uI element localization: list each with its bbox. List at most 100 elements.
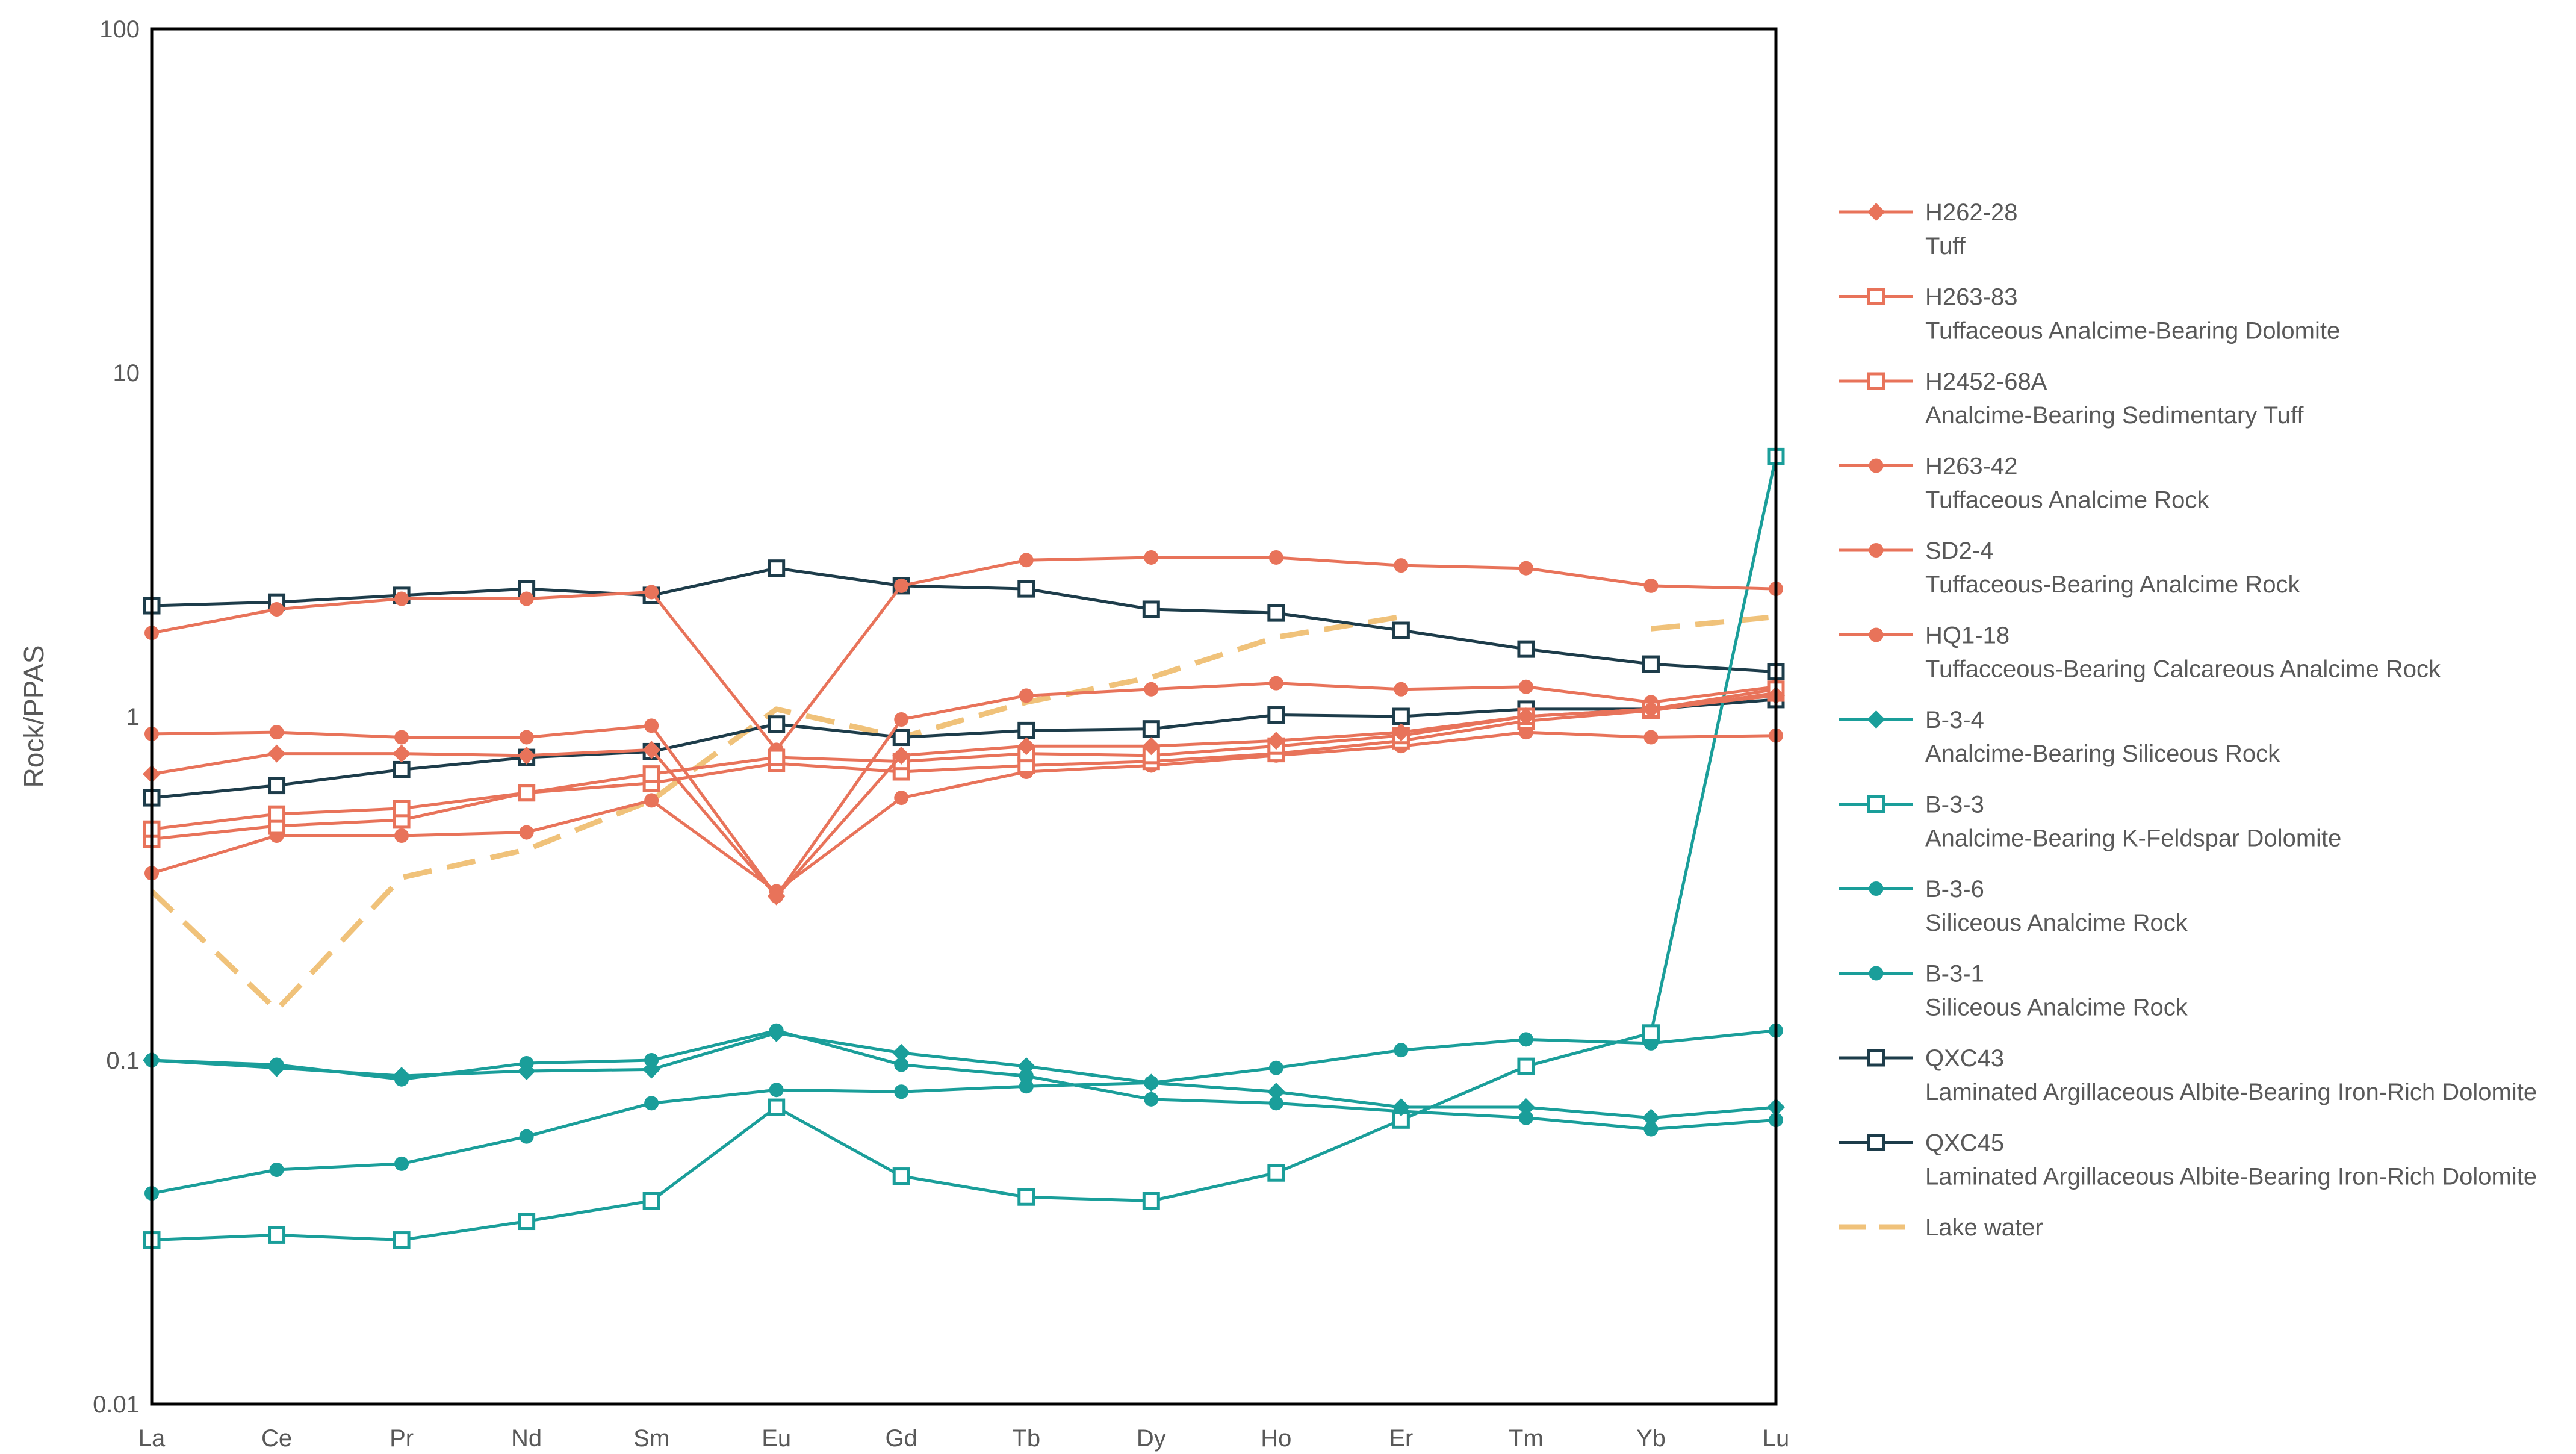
legend-marker [1867, 203, 1885, 221]
data-point [894, 1084, 909, 1099]
data-point [1643, 730, 1659, 745]
legend-series-name: SD2-4 [1925, 538, 1993, 564]
data-point [1019, 688, 1034, 703]
legend-series-description: Tuffaceous Analcime-Bearing Dolomite [1925, 318, 2340, 344]
data-point [394, 828, 409, 844]
data-point [1392, 621, 1410, 639]
legend-series-description: Siliceous Analcime Rock [1925, 910, 2188, 936]
x-tick-label: Tb [1012, 1425, 1040, 1452]
legend-item: SD2-4 Tuffaceous-Bearing Analcime Rock [1839, 538, 2301, 598]
data-point [644, 718, 659, 733]
data-point [767, 1024, 786, 1042]
x-tick-label: Ho [1261, 1425, 1291, 1452]
x-tick-label: Yb [1636, 1425, 1666, 1452]
legend-item: H263-42 Tuffaceous Analcime Rock [1839, 453, 2209, 514]
x-tick-label: Er [1389, 1425, 1413, 1452]
legend-marker [1867, 288, 1885, 305]
data-point [894, 791, 909, 806]
data-point [1142, 1073, 1161, 1092]
data-point [394, 730, 409, 745]
series-line [1651, 614, 1777, 632]
data-point [269, 725, 284, 740]
data-point [644, 1096, 659, 1111]
x-tick-label: Gd [886, 1425, 917, 1452]
data-point [1142, 720, 1160, 738]
data-point [393, 800, 411, 818]
legend-item: B-3-3 Analcime-Bearing K-Feldspar Dolomit… [1839, 792, 2341, 852]
series-Lake water [149, 614, 1777, 1013]
y-tick-label: 0.1 [106, 1048, 140, 1074]
legend-series-description: Tuffaceous Analcime Rock [1925, 487, 2209, 514]
legend-series-description: Laminated Argillaceous Albite-Bearing Ir… [1925, 1079, 2537, 1105]
data-point [519, 591, 534, 606]
legend-series-name: H262-28 [1925, 199, 2017, 226]
data-point [1267, 732, 1285, 750]
legend-marker [1869, 627, 1884, 642]
data-point [519, 1129, 534, 1144]
series-line [151, 456, 1778, 1242]
legend-series-name: B-3-6 [1925, 876, 1984, 903]
data-point [1267, 1164, 1285, 1182]
data-point [1267, 604, 1285, 622]
data-point [892, 1043, 911, 1062]
data-point [769, 1083, 784, 1098]
legend-series-description: Tuffaceous-Bearing Analcime Rock [1925, 571, 2301, 598]
legend-item: HQ1-18 Tuffacceous-Bearing Calcareous Ana… [1839, 623, 2441, 683]
series-line [151, 694, 1777, 898]
data-point [768, 748, 786, 766]
data-point [1518, 1032, 1533, 1047]
legend-series-name: H263-42 [1925, 453, 2017, 480]
legend-marker [1869, 966, 1884, 981]
data-point [1516, 707, 1535, 725]
plot-area-frame [150, 27, 1778, 1406]
legend-item: B-3-1 Siliceous Analcime Rock [1839, 961, 2188, 1021]
data-point [642, 1192, 660, 1210]
x-tick-label: La [138, 1425, 166, 1452]
series-H262-28 [143, 686, 1785, 906]
x-tick-label: Ce [261, 1425, 292, 1452]
data-point [393, 760, 411, 778]
legend-item: QXC45 Laminated Argillaceous Albite-Beari… [1839, 1130, 2537, 1190]
series-line [151, 730, 1777, 893]
data-point [768, 715, 786, 733]
legend-item: H263-83 Tuffaceous Analcime-Bearing Dolom… [1839, 284, 2340, 344]
data-point [517, 1061, 536, 1080]
legend-item: B-3-6 Siliceous Analcime Rock [1839, 876, 2188, 936]
legend-series-name: Lake water [1925, 1214, 2043, 1241]
data-point [1144, 682, 1159, 697]
data-point [1267, 1083, 1285, 1101]
legend-marker [1869, 458, 1884, 473]
data-point [268, 805, 286, 823]
data-point [519, 730, 534, 745]
series-B-3-4 [143, 1024, 1785, 1127]
y-axis-title: Rock/PPAS [18, 645, 49, 788]
legend-series-description: Tuffacceous-Bearing Calcareous Analcime … [1925, 656, 2441, 683]
legend: H262-28 Tuff H263-83 Tuffaceous Analcime-Be… [1839, 199, 2537, 1241]
data-point [1392, 707, 1410, 725]
x-tick-label: Tm [1509, 1425, 1544, 1452]
x-tick-label: Nd [511, 1425, 542, 1452]
legend-series-name: B-3-3 [1925, 792, 1984, 818]
data-point [269, 601, 284, 617]
data-point [1518, 561, 1533, 576]
data-point [268, 777, 286, 795]
data-point [1268, 550, 1283, 565]
legend-item: QXC43 Laminated Argillaceous Albite-Beari… [1839, 1045, 2537, 1105]
legend-marker [1867, 795, 1885, 813]
series-line [151, 698, 1777, 800]
data-point [1518, 679, 1533, 694]
y-tick-label: 10 [113, 360, 140, 387]
y-axis: 100 10 1 0.1 0.01 [93, 16, 140, 1418]
series-line [151, 567, 1777, 674]
data-point [892, 729, 910, 747]
data-point [1142, 1192, 1160, 1210]
data-point [1268, 1060, 1283, 1075]
data-point [892, 1167, 910, 1185]
legend-item: Lake water [1839, 1214, 2043, 1241]
series-line [149, 614, 1402, 1013]
legend-marker [1867, 1049, 1885, 1067]
series-SD2-4 [144, 550, 1783, 757]
data-point [1017, 1188, 1035, 1206]
data-point [1642, 1024, 1660, 1042]
legend-marker [1869, 881, 1884, 896]
